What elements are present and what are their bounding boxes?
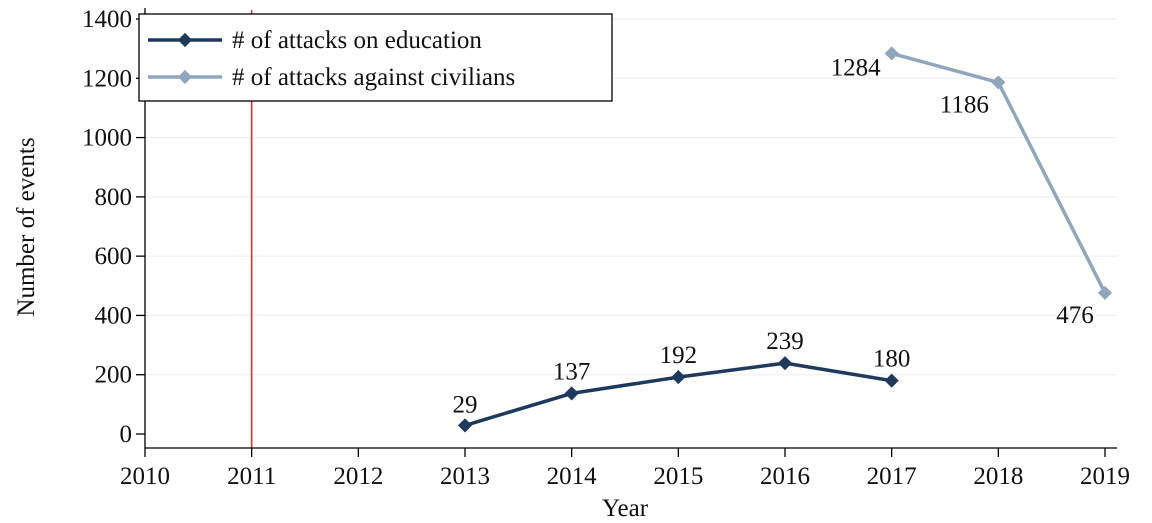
legend-box	[138, 13, 613, 102]
data-point	[671, 370, 686, 385]
data-label: 476	[1056, 302, 1094, 329]
y-tick-label: 1400	[82, 6, 132, 33]
y-tick-label: 400	[95, 302, 133, 329]
legend-label-education: # of attacks on education	[232, 27, 482, 54]
x-tick-label: 2010	[120, 463, 170, 490]
x-tick-labels: 2010 2011 2012 2013 2014 2015 2016 2017 2018 2019	[120, 463, 1130, 490]
x-tick-label: 2013	[440, 463, 490, 490]
x-tick-label: 2012	[333, 463, 383, 490]
x-tick-label: 2014	[547, 463, 598, 490]
data-point	[884, 46, 899, 61]
data-label: 29	[453, 391, 478, 418]
legend: # of attacks on education # of attacks a…	[138, 13, 613, 102]
legend-label-civilians: # of attacks against civilians	[232, 64, 515, 91]
y-tick-labels: 0 200 400 600 800 1000 1200 1400	[82, 6, 132, 448]
axes	[136, 8, 1117, 457]
y-tick-label: 600	[95, 243, 133, 270]
x-tick-label: 2016	[760, 463, 810, 490]
data-labels: 29 137 192 239 180 1284 1186 476	[453, 54, 1094, 418]
x-axis-title: Year	[602, 495, 649, 522]
data-label: 192	[660, 342, 698, 369]
x-tick-label: 2017	[867, 463, 917, 490]
data-point	[884, 373, 899, 388]
data-label: 239	[766, 328, 804, 355]
y-tick-label: 1200	[82, 65, 132, 92]
data-label: 1186	[940, 91, 989, 118]
data-point	[991, 75, 1006, 90]
data-point	[1097, 285, 1113, 300]
data-label: 137	[553, 358, 591, 385]
y-tick-label: 800	[95, 184, 133, 211]
data-label: 1284	[831, 54, 882, 81]
x-tick-label: 2015	[653, 463, 703, 490]
x-tick-label: 2011	[227, 463, 276, 490]
y-axis-title: Number of events	[13, 137, 40, 316]
x-tick-label: 2018	[973, 463, 1023, 490]
x-tick-label: 2019	[1080, 463, 1130, 490]
y-tick-label: 200	[95, 362, 133, 389]
data-point	[564, 386, 579, 401]
data-label: 180	[873, 346, 911, 373]
y-tick-label: 0	[120, 421, 133, 448]
series	[457, 46, 1113, 433]
data-point	[457, 418, 473, 433]
data-point	[777, 356, 793, 371]
y-tick-label: 1000	[82, 125, 132, 152]
